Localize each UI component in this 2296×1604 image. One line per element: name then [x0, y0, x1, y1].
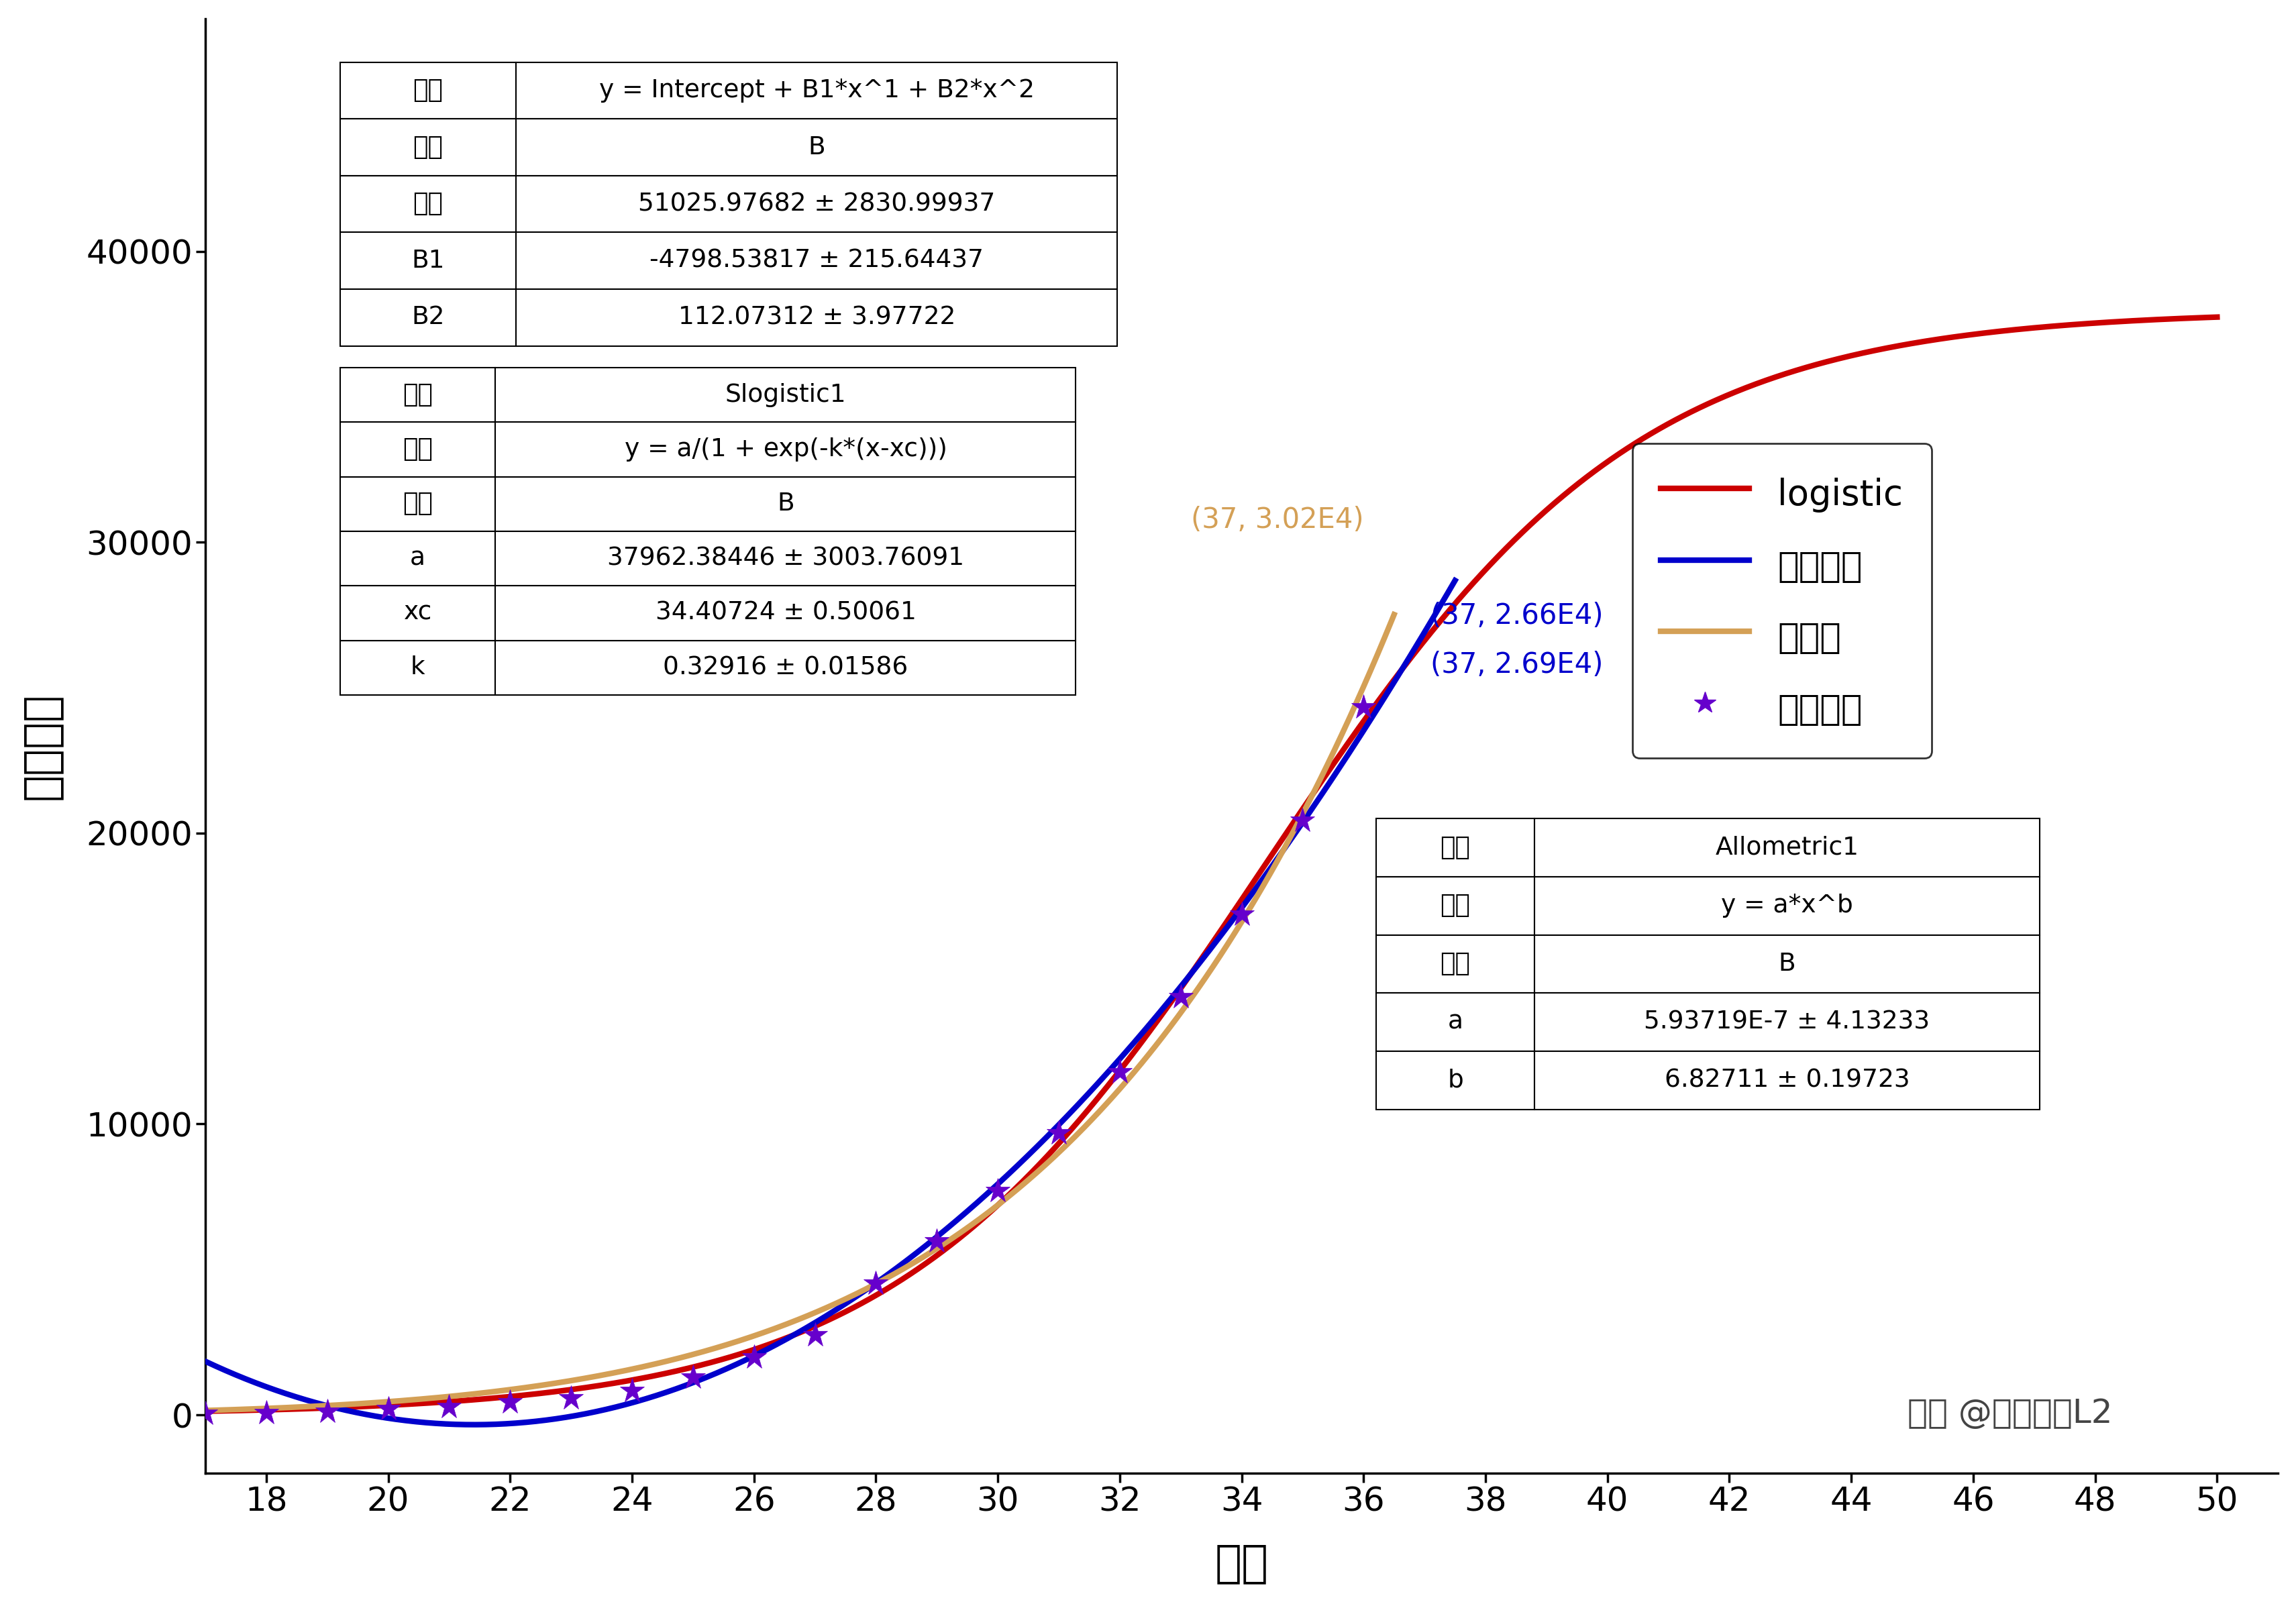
Text: 知乎 @拉格朗日L2: 知乎 @拉格朗日L2 — [1906, 1397, 2112, 1429]
Y-axis label: 感染人数: 感染人数 — [18, 693, 62, 799]
Text: (37, 2.66E4): (37, 2.66E4) — [1430, 602, 1603, 630]
Text: (37, 3.02E4): (37, 3.02E4) — [1189, 505, 1364, 534]
Text: (37, 2.69E4): (37, 2.69E4) — [1430, 651, 1603, 678]
X-axis label: 天数: 天数 — [1215, 1541, 1267, 1585]
Legend: logistic, 二次函数, 幂函数, 实际数据: logistic, 二次函数, 幂函数, 实际数据 — [1632, 444, 1931, 759]
